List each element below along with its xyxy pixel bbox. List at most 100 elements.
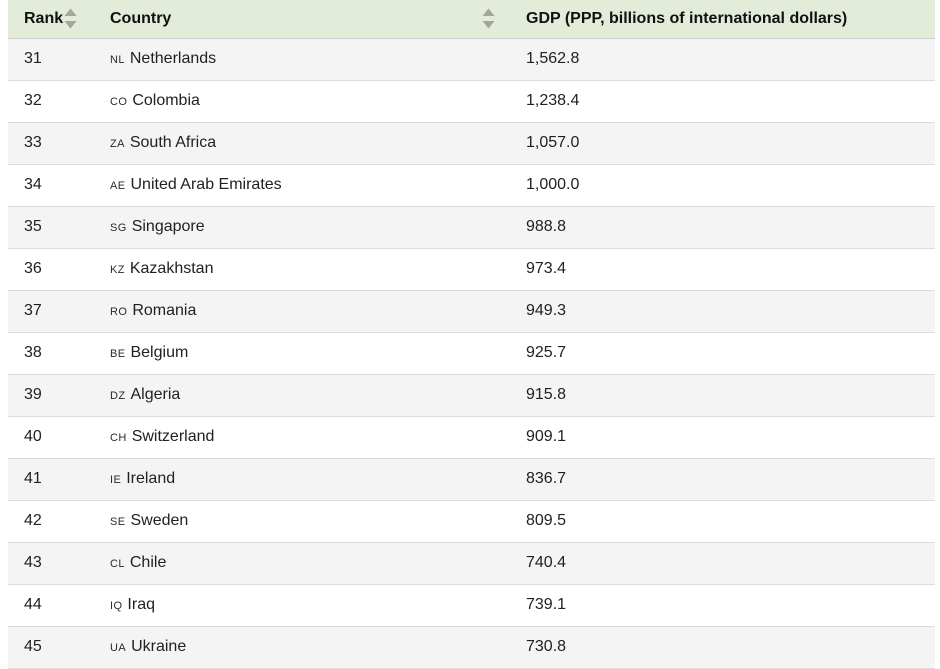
country-cell: AE United Arab Emirates	[86, 164, 510, 207]
gdp-cell: 988.8	[510, 206, 935, 249]
country-name: South Africa	[129, 134, 217, 151]
rank-cell: 36	[8, 248, 86, 291]
rank-cell: 45	[8, 626, 86, 669]
country-code: RO	[110, 306, 128, 318]
table-header-row: Rank Country	[8, 0, 935, 39]
table-row: 33 ZA South Africa 1,057.0	[8, 122, 935, 165]
country-name: Kazakhstan	[129, 260, 214, 277]
rank-cell: 40	[8, 416, 86, 459]
country-name: United Arab Emirates	[130, 176, 282, 193]
country-cell: CL Chile	[86, 542, 510, 585]
table-body: 31 NL Netherlands 1,562.8 32 CO Colombia 1…	[8, 38, 935, 669]
column-header-rank[interactable]: Rank	[8, 0, 86, 39]
table-row: 45 UA Ukraine 730.8	[8, 626, 935, 669]
table-row: 36 KZ Kazakhstan 973.4	[8, 248, 935, 291]
gdp-ppp-table-container: Rank Country	[8, 0, 935, 669]
gdp-cell: 730.8	[510, 626, 935, 669]
country-code: AE	[110, 180, 126, 192]
country-name: Colombia	[132, 92, 200, 109]
table-row: 38 BE Belgium 925.7	[8, 332, 935, 375]
table-row: 44 IQ Iraq 739.1	[8, 584, 935, 627]
rank-cell: 41	[8, 458, 86, 501]
gdp-ppp-table: Rank Country	[8, 0, 935, 669]
table-row: 39 DZ Algeria 915.8	[8, 374, 935, 417]
country-code: IE	[110, 474, 122, 486]
table-row: 31 NL Netherlands 1,562.8	[8, 38, 935, 81]
table-row: 37 RO Romania 949.3	[8, 290, 935, 333]
gdp-cell: 909.1	[510, 416, 935, 459]
rank-cell: 38	[8, 332, 86, 375]
column-header-country[interactable]: Country	[86, 0, 510, 39]
country-code: SG	[110, 222, 127, 234]
gdp-cell: 973.4	[510, 248, 935, 291]
rank-cell: 43	[8, 542, 86, 585]
country-name: Ireland	[126, 470, 176, 487]
table-row: 40 CH Switzerland 909.1	[8, 416, 935, 459]
country-cell: CH Switzerland	[86, 416, 510, 459]
country-code: ZA	[110, 138, 125, 150]
country-name: Sweden	[130, 512, 189, 529]
gdp-cell: 1,562.8	[510, 38, 935, 81]
column-header-gdp-label: GDP (PPP, billions of international doll…	[526, 9, 848, 27]
table-row: 34 AE United Arab Emirates 1,000.0	[8, 164, 935, 207]
country-cell: DZ Algeria	[86, 374, 510, 417]
rank-cell: 33	[8, 122, 86, 165]
gdp-cell: 925.7	[510, 332, 935, 375]
country-code: IQ	[110, 600, 123, 612]
table-row: 42 SE Sweden 809.5	[8, 500, 935, 543]
country-cell: SG Singapore	[86, 206, 510, 249]
country-code: CO	[110, 96, 128, 108]
country-cell: RO Romania	[86, 290, 510, 333]
country-code: CH	[110, 432, 127, 444]
country-cell: SE Sweden	[86, 500, 510, 543]
country-name: Ukraine	[131, 638, 187, 655]
country-name: Belgium	[130, 344, 189, 361]
rank-cell: 31	[8, 38, 86, 81]
country-name: Iraq	[127, 596, 155, 613]
country-code: SE	[110, 516, 126, 528]
gdp-cell: 1,057.0	[510, 122, 935, 165]
country-name: Singapore	[131, 218, 205, 235]
gdp-cell: 740.4	[510, 542, 935, 585]
table-row: 32 CO Colombia 1,238.4	[8, 80, 935, 123]
gdp-cell: 836.7	[510, 458, 935, 501]
country-cell: UA Ukraine	[86, 626, 510, 669]
country-name: Romania	[132, 302, 197, 319]
country-cell: CO Colombia	[86, 80, 510, 123]
country-code: UA	[110, 642, 127, 654]
rank-cell: 44	[8, 584, 86, 627]
country-cell: NL Netherlands	[86, 38, 510, 81]
country-cell: BE Belgium	[86, 332, 510, 375]
sort-icon[interactable]	[63, 8, 78, 29]
column-header-country-label: Country	[110, 9, 172, 27]
gdp-cell: 915.8	[510, 374, 935, 417]
rank-cell: 37	[8, 290, 86, 333]
gdp-cell: 809.5	[510, 500, 935, 543]
country-code: DZ	[110, 390, 126, 402]
table-row: 43 CL Chile 740.4	[8, 542, 935, 585]
rank-cell: 32	[8, 80, 86, 123]
country-code: BE	[110, 348, 126, 360]
rank-cell: 42	[8, 500, 86, 543]
country-name: Algeria	[130, 386, 181, 403]
country-name: Switzerland	[131, 428, 215, 445]
country-cell: ZA South Africa	[86, 122, 510, 165]
sort-icon[interactable]	[481, 8, 496, 29]
gdp-cell: 1,000.0	[510, 164, 935, 207]
table-row: 41 IE Ireland 836.7	[8, 458, 935, 501]
table-row: 35 SG Singapore 988.8	[8, 206, 935, 249]
column-header-gdp[interactable]: GDP (PPP, billions of international doll…	[510, 0, 935, 39]
rank-cell: 35	[8, 206, 86, 249]
rank-cell: 34	[8, 164, 86, 207]
rank-cell: 39	[8, 374, 86, 417]
country-name: Chile	[129, 554, 167, 571]
country-cell: IQ Iraq	[86, 584, 510, 627]
gdp-cell: 1,238.4	[510, 80, 935, 123]
country-code: NL	[110, 54, 125, 66]
country-cell: IE Ireland	[86, 458, 510, 501]
country-code: KZ	[110, 264, 125, 276]
country-code: CL	[110, 558, 125, 570]
gdp-cell: 949.3	[510, 290, 935, 333]
country-name: Netherlands	[129, 50, 217, 67]
gdp-cell: 739.1	[510, 584, 935, 627]
